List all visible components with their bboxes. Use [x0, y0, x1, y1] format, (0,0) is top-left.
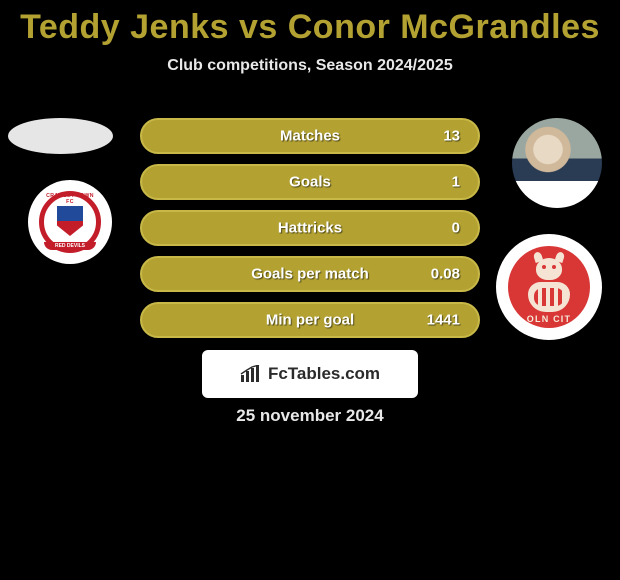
- stat-label: Hattricks: [278, 220, 342, 237]
- footer-date: 25 november 2024: [0, 406, 620, 426]
- stat-row: Min per goal 1441: [140, 302, 480, 338]
- watermark: FcTables.com: [202, 350, 418, 398]
- stat-right-value: 1441: [427, 312, 460, 329]
- stat-row: Hattricks 0: [140, 210, 480, 246]
- imp-mascot-icon: [526, 258, 572, 316]
- page-title: Teddy Jenks vs Conor McGrandles: [0, 0, 620, 47]
- club-right-crest: OLN CIT: [496, 234, 602, 340]
- club-left-crest: CRAWLEY TOWN FC RED DEVILS: [28, 180, 112, 264]
- club-left-crest-inner: CRAWLEY TOWN FC RED DEVILS: [39, 191, 101, 253]
- club-right-crest-text: OLN CIT: [508, 314, 590, 324]
- stat-label: Min per goal: [266, 312, 354, 329]
- club-right-crest-inner: OLN CIT: [508, 246, 590, 328]
- player-right-portrait: [512, 118, 602, 208]
- stat-label: Goals per match: [251, 266, 369, 283]
- stat-row: Matches 13: [140, 118, 480, 154]
- stat-right-value: 0: [452, 220, 460, 237]
- stat-label: Goals: [289, 174, 331, 191]
- stats-container: Matches 13 Goals 1 Hattricks 0 Goals per…: [140, 118, 480, 348]
- player-left-portrait: [8, 118, 113, 154]
- stat-right-value: 13: [443, 128, 460, 145]
- club-left-shield-icon: [57, 206, 83, 236]
- stat-label: Matches: [280, 128, 340, 145]
- stat-row: Goals per match 0.08: [140, 256, 480, 292]
- stat-right-value: 0.08: [431, 266, 460, 283]
- club-left-crest-top-text: CRAWLEY TOWN FC: [44, 193, 96, 205]
- watermark-text: FcTables.com: [268, 364, 380, 384]
- barchart-icon: [240, 365, 262, 383]
- stat-row: Goals 1: [140, 164, 480, 200]
- page-subtitle: Club competitions, Season 2024/2025: [0, 57, 620, 75]
- stat-right-value: 1: [452, 174, 460, 191]
- club-left-crest-bottom-text: RED DEVILS: [44, 242, 96, 250]
